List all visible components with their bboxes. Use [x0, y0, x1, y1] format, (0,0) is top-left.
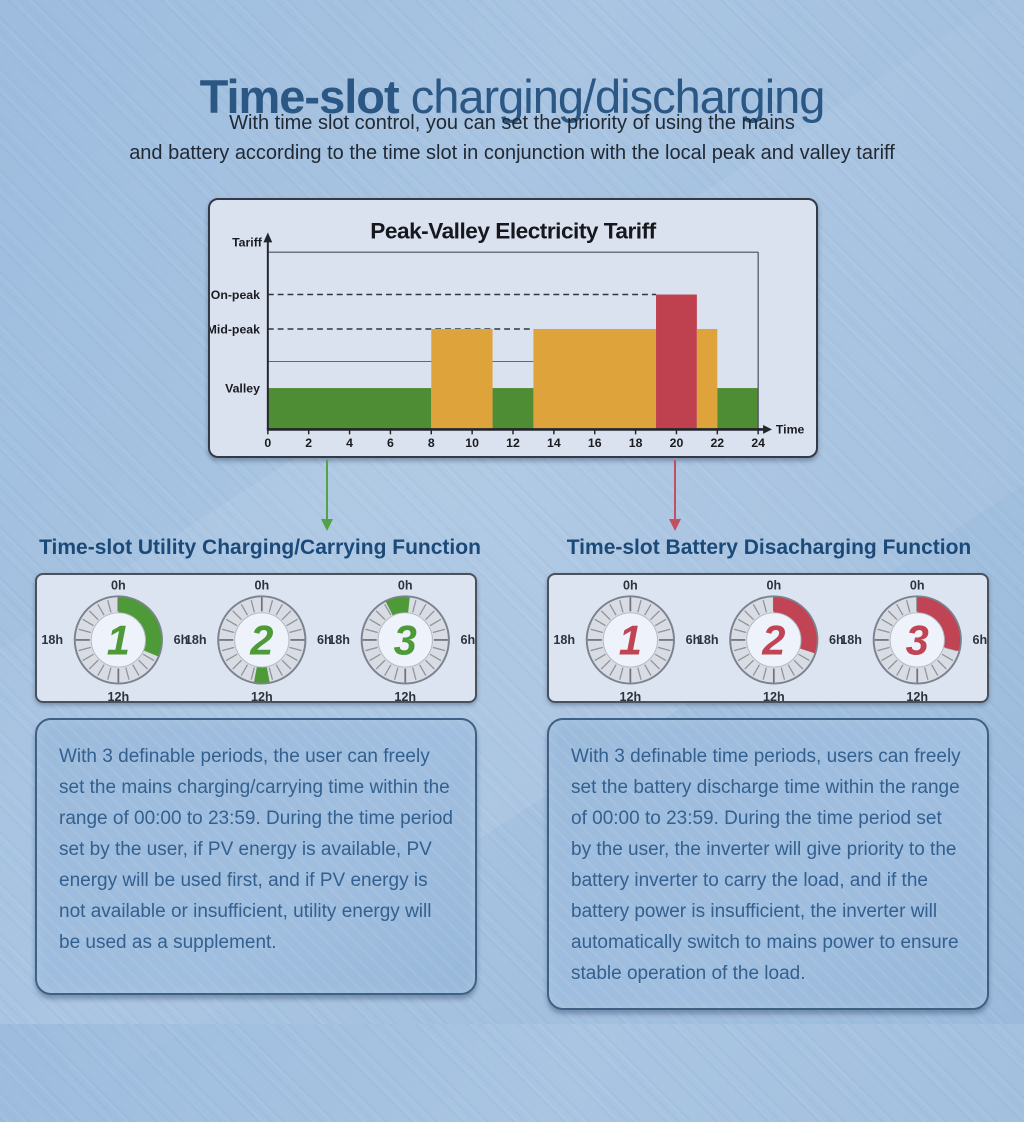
charging-dial-panel: 1 0h 12h 6h 18h 2 0h 12h 6h 18h 3 0h 12h 6h 18h [35, 573, 477, 703]
page-title: Time-slot charging/discharging [0, 69, 1024, 124]
svg-text:18h: 18h [185, 633, 207, 647]
svg-text:3: 3 [906, 616, 929, 663]
subtitle-line-2: and battery according to the time slot i… [129, 142, 895, 164]
svg-text:1: 1 [107, 616, 130, 663]
svg-text:2: 2 [305, 436, 312, 450]
svg-text:Mid-peak: Mid-peak [210, 322, 260, 336]
svg-text:2: 2 [249, 616, 273, 663]
svg-text:Valley: Valley [225, 381, 260, 395]
svg-text:0: 0 [264, 436, 271, 450]
svg-text:On-peak: On-peak [211, 288, 260, 302]
svg-text:18: 18 [629, 436, 643, 450]
section-heading-charging: Time-slot Utility Charging/Carrying Func… [39, 536, 481, 559]
discharging-description-box: With 3 definable time periods, users can… [547, 718, 989, 1010]
discharging-dial-panel: 1 0h 12h 6h 18h 2 0h 12h 6h 18h 3 0h 12h 6h 18h [547, 573, 989, 703]
subtitle-line-1: With time slot control, you can set the … [229, 112, 795, 134]
svg-text:0h: 0h [910, 579, 925, 593]
page-title-rest: charging/discharging [398, 70, 826, 124]
svg-text:8: 8 [428, 436, 435, 450]
svg-text:0h: 0h [111, 579, 126, 593]
svg-text:18h: 18h [553, 633, 575, 647]
svg-text:6h: 6h [317, 633, 332, 647]
svg-text:1: 1 [619, 616, 642, 663]
svg-text:12h: 12h [620, 690, 642, 701]
svg-text:6: 6 [387, 436, 394, 450]
section-heading-discharging: Time-slot Battery Disacharging Function [566, 536, 972, 559]
svg-text:6h: 6h [686, 633, 701, 647]
chart-title: Peak-Valley Electricity Tariff [370, 218, 656, 243]
svg-text:10: 10 [465, 436, 479, 450]
svg-text:12h: 12h [906, 690, 928, 701]
tariff-chart-svg: Peak-Valley Electricity Tariff 0 2 4 6 8 10 12… [210, 218, 805, 450]
svg-text:6h: 6h [973, 633, 987, 647]
svg-text:14: 14 [547, 436, 561, 450]
svg-text:16: 16 [588, 436, 602, 450]
svg-text:22: 22 [710, 436, 724, 450]
svg-text:4: 4 [346, 436, 353, 450]
svg-text:0h: 0h [766, 579, 781, 593]
page-title-bold: Time-slot [199, 70, 400, 124]
svg-text:18h: 18h [697, 633, 719, 647]
svg-text:6h: 6h [461, 633, 475, 647]
svg-text:12h: 12h [251, 690, 273, 701]
svg-text:12h: 12h [394, 690, 416, 701]
x-axis-label: Time [776, 422, 805, 436]
svg-text:3: 3 [394, 616, 417, 663]
svg-text:12: 12 [506, 436, 520, 450]
svg-text:0h: 0h [623, 579, 638, 593]
svg-text:2: 2 [761, 616, 785, 663]
svg-text:0h: 0h [254, 579, 269, 593]
svg-text:12h: 12h [763, 690, 785, 701]
svg-text:18h: 18h [840, 633, 862, 647]
chart-frame: 0 2 4 6 8 10 12 14 16 18 20 22 24ValleyMid-peakOn-pe… [210, 232, 772, 450]
svg-text:24: 24 [751, 436, 765, 450]
svg-text:0h: 0h [398, 579, 413, 593]
chart-bars [267, 294, 759, 430]
discharging-arrow-icon [669, 460, 681, 531]
charging-arrow-icon [321, 460, 333, 531]
tariff-chart-panel: Peak-Valley Electricity Tariff 0 2 4 6 8 10 12… [208, 198, 818, 458]
svg-text:6h: 6h [174, 633, 189, 647]
y-axis-label: Tariff [232, 235, 263, 249]
svg-text:12h: 12h [108, 690, 130, 701]
charging-description-box: With 3 definable periods, the user can f… [35, 718, 477, 995]
svg-text:18h: 18h [41, 633, 63, 647]
svg-text:20: 20 [670, 436, 684, 450]
svg-text:18h: 18h [328, 633, 350, 647]
discharging-description-text: With 3 definable time periods, users can… [571, 746, 961, 984]
svg-text:6h: 6h [829, 633, 844, 647]
charging-description-text: With 3 definable periods, the user can f… [59, 746, 453, 953]
